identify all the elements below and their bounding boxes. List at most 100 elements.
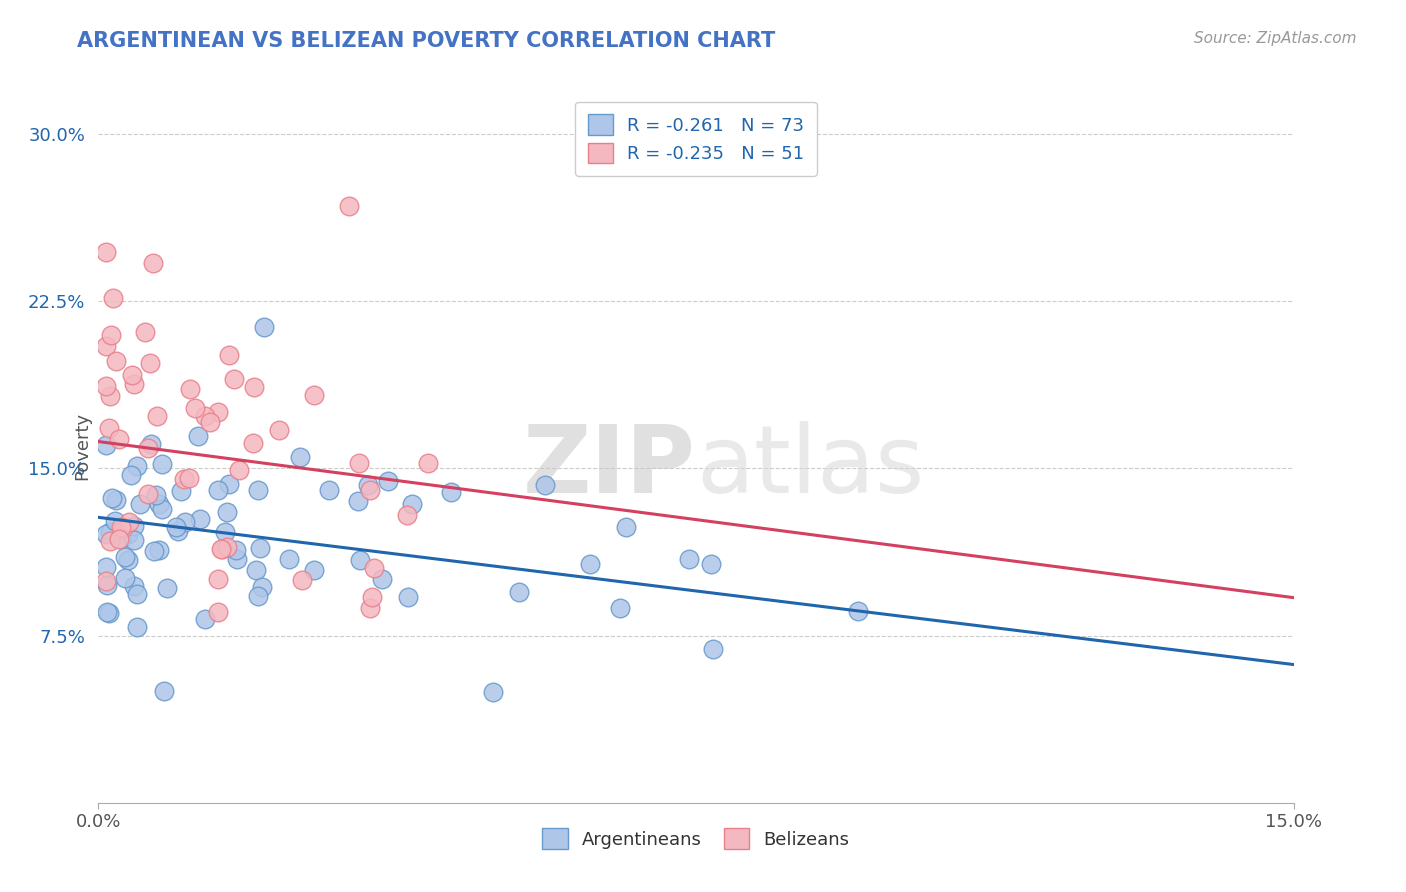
Point (418, 457, 440, 471)
Point (146, 409, 169, 423)
Point (678, 551, 700, 566)
Point (207, 483, 229, 497)
Point (153, 684, 176, 698)
Point (121, 368, 143, 382)
Point (702, 642, 724, 657)
Point (207, 605, 229, 619)
Point (105, 492, 128, 507)
Point (401, 497, 423, 511)
Point (165, 519, 187, 533)
Point (346, 494, 368, 508)
Point (302, 388, 325, 402)
Point (253, 320, 276, 334)
Point (371, 572, 394, 586)
Point (188, 512, 211, 526)
Point (699, 558, 721, 572)
Text: ZIP: ZIP (523, 421, 696, 514)
Point (117, 527, 139, 541)
Point (96, 559, 118, 574)
Point (170, 484, 193, 499)
Point (318, 483, 340, 497)
Point (194, 409, 217, 424)
Point (218, 348, 240, 362)
Point (247, 589, 270, 603)
Point (136, 441, 159, 455)
Point (98, 524, 121, 539)
Point (177, 470, 200, 484)
Point (127, 587, 149, 601)
Point (396, 590, 419, 604)
Point (337, 199, 360, 213)
Point (122, 519, 145, 533)
Point (100, 327, 122, 342)
Point (217, 505, 239, 519)
Point (101, 291, 124, 305)
Text: ARGENTINEAN VS BELIZEAN POVERTY CORRELATION CHART: ARGENTINEAN VS BELIZEAN POVERTY CORRELAT… (77, 31, 776, 51)
Point (290, 573, 312, 587)
Point (127, 458, 149, 473)
Point (226, 552, 249, 566)
Point (184, 401, 207, 415)
Point (120, 467, 142, 482)
Point (114, 571, 136, 585)
Point (228, 463, 250, 477)
Point (167, 524, 190, 538)
Point (108, 532, 131, 546)
Point (122, 377, 145, 392)
Point (129, 497, 152, 511)
Point (136, 487, 159, 501)
Point (118, 515, 141, 529)
Point (139, 437, 162, 451)
Point (302, 563, 325, 577)
Point (97, 420, 120, 434)
Point (614, 520, 637, 534)
Point (142, 544, 165, 558)
Point (148, 497, 170, 511)
Point (97, 606, 120, 620)
Text: Source: ZipAtlas.com: Source: ZipAtlas.com (1194, 31, 1357, 46)
Point (243, 380, 266, 394)
Point (96, 574, 118, 588)
Point (363, 561, 385, 575)
Point (207, 405, 229, 419)
Point (150, 502, 173, 516)
Point (179, 383, 201, 397)
Point (247, 483, 270, 497)
Point (846, 604, 869, 618)
Legend: Argentineans, Belizeans: Argentineans, Belizeans (533, 819, 859, 858)
Point (222, 372, 245, 386)
Point (482, 685, 505, 699)
Point (508, 585, 530, 599)
Point (534, 477, 557, 491)
Point (207, 572, 229, 586)
Point (187, 429, 209, 443)
Point (357, 478, 380, 492)
Point (269, 423, 291, 437)
Point (134, 325, 156, 339)
Point (173, 515, 195, 529)
Point (245, 563, 267, 577)
Point (145, 488, 167, 502)
Point (114, 549, 136, 564)
Point (156, 581, 179, 595)
Point (142, 255, 165, 269)
Point (96, 339, 118, 353)
Point (96, 578, 118, 592)
Point (249, 541, 271, 556)
Point (214, 524, 236, 539)
Point (125, 619, 148, 633)
Point (101, 491, 124, 505)
Point (579, 558, 602, 572)
Y-axis label: Poverty: Poverty (73, 412, 91, 480)
Point (148, 542, 170, 557)
Point (110, 533, 132, 547)
Point (440, 485, 463, 500)
Point (396, 508, 419, 522)
Point (194, 612, 217, 626)
Point (252, 580, 274, 594)
Point (217, 540, 239, 554)
Point (139, 356, 162, 370)
Point (104, 514, 127, 528)
Point (211, 542, 233, 557)
Point (209, 541, 232, 556)
